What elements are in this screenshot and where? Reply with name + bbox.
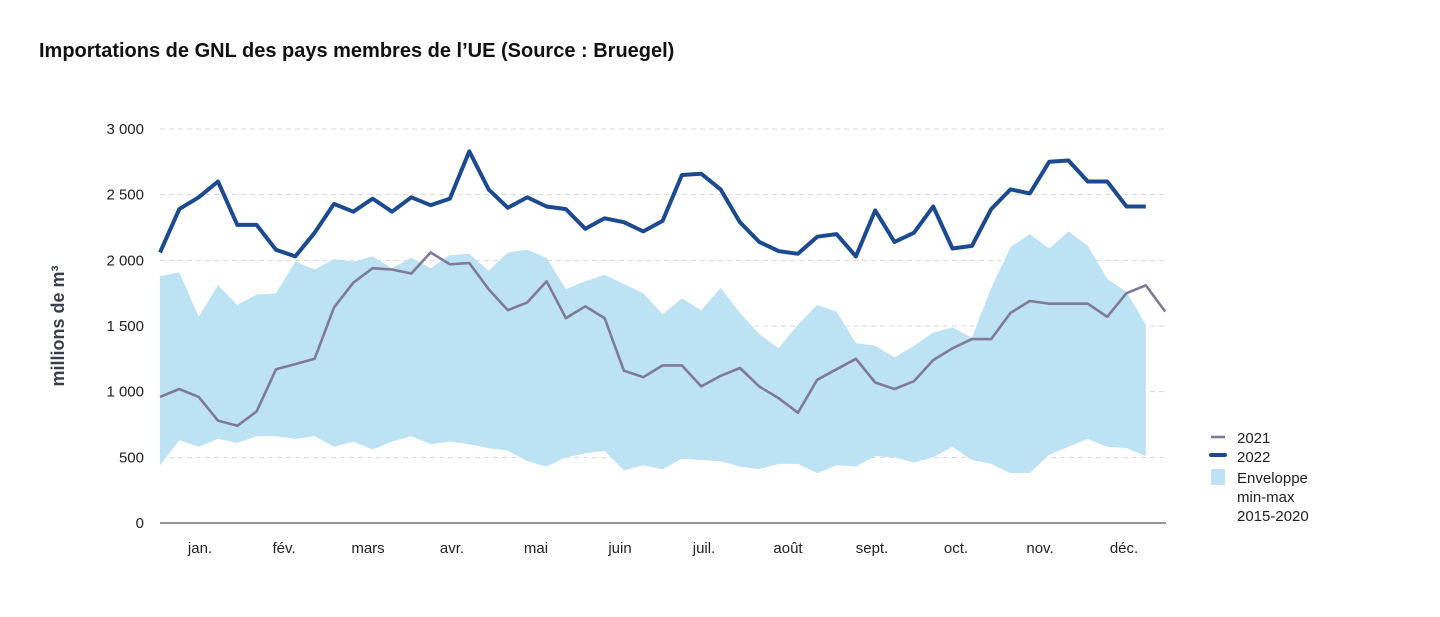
envelope-area — [160, 231, 1146, 474]
x-tick-label-9: oct. — [944, 540, 968, 557]
chart-title: Importations de GNL des pays membres de … — [39, 40, 675, 62]
legend-label-envelope-1: min-max — [1237, 489, 1295, 506]
x-tick-label-3: avr. — [440, 540, 464, 557]
x-tick-label-1: fév. — [272, 540, 295, 557]
y-tick-label: 2 500 — [106, 187, 144, 204]
y-tick-label: 1 500 — [106, 318, 144, 335]
series-line-2022 — [158, 149, 1146, 259]
legend: 2021 2022 Enveloppe min-max 2015-2020 — [1209, 430, 1309, 525]
y-tick-label: 1 000 — [106, 384, 144, 401]
series-line-2021 — [159, 251, 1167, 428]
legend-label-2021: 2021 — [1237, 430, 1270, 447]
x-tick-label-8: sept. — [856, 540, 889, 557]
y-axis-label: millions de m³ — [48, 265, 68, 386]
x-tick-label-7: août — [773, 540, 803, 557]
legend-label-envelope-2: 2015-2020 — [1237, 508, 1309, 525]
x-tick-label-5: juin — [607, 540, 631, 557]
x-tick-label-4: mai — [524, 540, 548, 557]
legend-swatch-envelope — [1211, 469, 1225, 485]
y-tick-label: 3 000 — [106, 121, 144, 138]
x-tick-label-0: jan. — [187, 540, 212, 557]
x-tick-label-11: déc. — [1110, 540, 1138, 557]
legend-label-envelope-0: Enveloppe — [1237, 470, 1308, 487]
y-tick-label: 0 — [136, 515, 144, 532]
y-tick-label: 2 000 — [106, 252, 144, 269]
x-tick-label-6: juil. — [692, 540, 716, 557]
x-tick-label-10: nov. — [1026, 540, 1053, 557]
x-tick-label-2: mars — [351, 540, 384, 557]
y-tick-label: 500 — [119, 449, 144, 466]
legend-label-2022: 2022 — [1237, 449, 1270, 466]
